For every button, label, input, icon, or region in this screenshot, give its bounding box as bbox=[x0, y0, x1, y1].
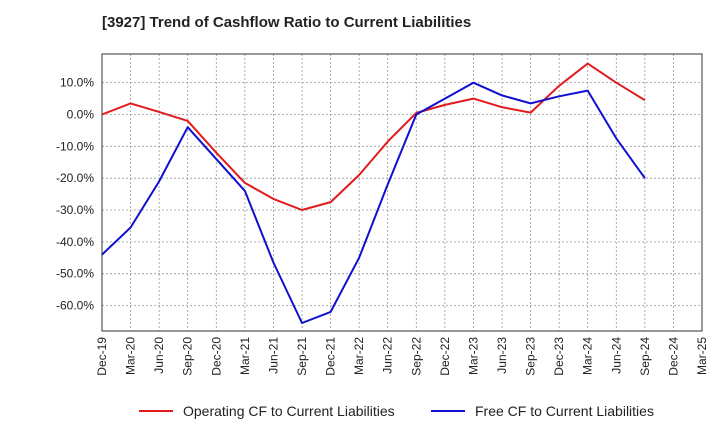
y-tick-label: -30.0% bbox=[56, 203, 94, 217]
plot-border bbox=[101, 53, 703, 332]
x-tick-label: Mar-22 bbox=[352, 337, 366, 375]
legend-label-operating-cf: Operating CF to Current Liabilities bbox=[183, 403, 395, 419]
y-tick-label: -60.0% bbox=[56, 299, 94, 313]
x-tick-label: Mar-20 bbox=[124, 337, 138, 375]
operating-cf-series-line bbox=[101, 62, 646, 211]
x-tick-label: Dec-22 bbox=[438, 337, 452, 376]
x-tick-label: Jun-22 bbox=[381, 337, 395, 374]
series-lines bbox=[101, 62, 646, 324]
legend-swatch-free-cf bbox=[431, 410, 465, 412]
y-tick-label: -40.0% bbox=[56, 235, 94, 249]
x-tick-label: Mar-25 bbox=[695, 337, 709, 375]
x-tick-label: Sep-22 bbox=[409, 337, 423, 376]
y-tick-label: -10.0% bbox=[56, 139, 94, 153]
y-tick-label: 10.0% bbox=[60, 76, 94, 90]
free-cf-series-line bbox=[101, 81, 646, 324]
x-axis-tick-labels: Dec-19 Mar-20 Jun-20 Sep-20 Dec-20 Mar-21 Jun-… bbox=[95, 337, 709, 376]
x-tick-label: Sep-20 bbox=[181, 337, 195, 376]
x-tick-label: Sep-24 bbox=[638, 337, 652, 376]
y-axis-tick-labels: 10.0% 0.0% -10.0% -20.0% -30.0% -40.0% -50.0% -… bbox=[56, 76, 94, 313]
x-tick-label: Dec-23 bbox=[552, 337, 566, 376]
x-tick-label: Jun-23 bbox=[495, 337, 509, 374]
legend-item-operating-cf: Operating CF to Current Liabilities bbox=[139, 403, 395, 419]
legend: Operating CF to Current Liabilities Free… bbox=[0, 403, 720, 427]
x-tick-label: Mar-24 bbox=[581, 337, 595, 375]
chart-title: [3927] Trend of Cashflow Ratio to Curren… bbox=[102, 14, 472, 31]
legend-label-free-cf: Free CF to Current Liabilities bbox=[475, 403, 654, 419]
x-tick-label: Mar-21 bbox=[238, 337, 252, 375]
legend-item-free-cf: Free CF to Current Liabilities bbox=[431, 403, 654, 419]
y-tick-label: -50.0% bbox=[56, 267, 94, 281]
legend-swatch-operating-cf bbox=[139, 410, 173, 412]
x-tick-label: Mar-23 bbox=[466, 337, 480, 375]
x-tick-label: Jun-24 bbox=[609, 337, 623, 374]
x-tick-label: Jun-21 bbox=[266, 337, 280, 374]
x-tick-label: Dec-21 bbox=[324, 337, 338, 376]
x-tick-label: Dec-24 bbox=[666, 337, 680, 376]
x-tick-label: Dec-19 bbox=[95, 337, 109, 376]
x-tick-label: Jun-20 bbox=[152, 337, 166, 374]
x-tick-label: Dec-20 bbox=[209, 337, 223, 376]
x-tick-label: Sep-23 bbox=[524, 337, 538, 376]
y-tick-label: -20.0% bbox=[56, 171, 94, 185]
horizontal-gridlines bbox=[102, 82, 702, 306]
plot-area bbox=[102, 54, 702, 331]
x-tick-label: Sep-21 bbox=[295, 337, 309, 376]
y-tick-label: 0.0% bbox=[67, 107, 95, 121]
